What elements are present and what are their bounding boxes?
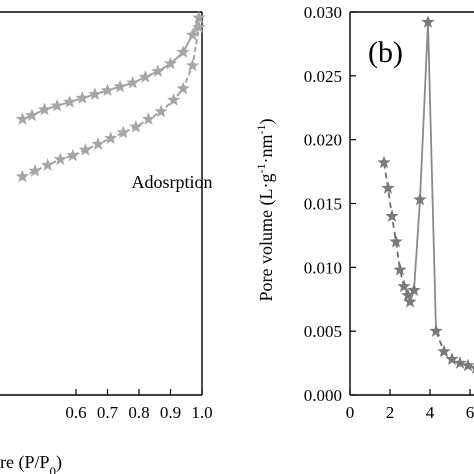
panel-a-star-marker — [66, 148, 80, 162]
panel-a-star-marker — [63, 95, 77, 108]
panel-a-star-marker — [151, 64, 165, 78]
panel-b-star-marker — [445, 352, 459, 365]
panel-a-star-marker — [192, 10, 206, 24]
panel-a-star-marker — [91, 137, 105, 150]
panel-b-y-tick-label: 0.000 — [304, 386, 342, 405]
panel-b-star-marker — [401, 288, 415, 302]
panel-b-star-marker — [407, 283, 421, 296]
adsorption-annotation: Adosrption — [132, 172, 213, 192]
panel-a-x-tick-label: 0.6 — [65, 403, 86, 422]
panel-a-series-line — [22, 17, 200, 121]
panel-a-star-marker — [103, 131, 118, 145]
panel-b-series — [377, 15, 474, 374]
panel-a-star-marker — [40, 158, 55, 171]
panel-b-star-marker — [461, 358, 474, 372]
panel-b-x-tick-label: 0 — [346, 403, 355, 422]
panel-b-star-marker — [393, 262, 407, 276]
panel-a-star-marker — [126, 75, 140, 89]
panel-a-star-marker — [100, 83, 115, 97]
panel-a-star-marker — [185, 27, 200, 41]
panel-b-y-tick-label: 0.025 — [304, 67, 342, 86]
panel-a-star-marker — [192, 20, 206, 33]
panel-a-star-marker — [28, 163, 42, 177]
panel-a-star-marker — [138, 70, 152, 83]
panel-b-x-tick-label: 6 — [466, 403, 474, 422]
panel-a-x-tick-label: 0.7 — [97, 403, 119, 422]
panel-a-star-marker — [185, 58, 200, 72]
panel-a-star-marker — [15, 169, 30, 183]
panel-a-star-marker — [141, 112, 156, 125]
panel-b-y-tick-label: 0.030 — [304, 3, 342, 22]
panel-b-star-marker — [385, 209, 399, 222]
panel-a-ticks: 0.6 0.7 0.8 0.9 1.0 — [65, 389, 213, 422]
panel-b-star-marker — [389, 234, 403, 248]
panel-a-star-marker — [176, 45, 190, 58]
panel-a-star-marker — [88, 87, 102, 101]
panel-b-star-marker — [403, 294, 417, 308]
panel-b-y-tick-label: 0.020 — [304, 131, 342, 150]
panel-a-star-marker — [53, 152, 67, 166]
panel-b-x-tick-label: 2 — [386, 403, 395, 422]
panel-a-star-marker — [37, 102, 52, 116]
panel-b-star-marker — [413, 192, 427, 206]
panel-a-star-marker — [163, 56, 178, 70]
panel-a-star-marker — [154, 104, 168, 118]
panel-a-star-marker — [25, 108, 39, 122]
panel-b-y-tick-label: 0.005 — [304, 322, 342, 341]
panel-b-x-tick-label: 4 — [426, 403, 435, 422]
panel-b-y-label: Pore volume (L·g-1·nm-1) — [254, 119, 277, 302]
panel-a-star-marker — [75, 91, 89, 104]
panel-b-star-marker — [381, 181, 395, 194]
panel-a-x-tick-label: 0.9 — [160, 403, 181, 422]
panel-a-star-marker — [166, 93, 181, 106]
panel-b-star-marker — [429, 324, 443, 337]
panel-b-ticks: 0.000 0.005 0.010 0.015 0.020 0.025 0.030 0 2 4 6 — [304, 3, 474, 422]
panel-a-x-label: re (P/P0) — [0, 452, 62, 474]
panel-b-star-marker — [469, 365, 474, 374]
panel-b-star-marker — [453, 356, 467, 369]
panel-b-star-marker — [377, 155, 391, 169]
panel-b-star-marker — [421, 15, 435, 28]
panel-a-star-marker — [78, 142, 93, 156]
panel-a-series-line — [22, 27, 200, 178]
panel-a-star-marker — [50, 98, 64, 112]
panel-a-x-tick-label: 0.8 — [128, 403, 149, 422]
panel-a-star-marker — [116, 125, 130, 139]
panel-b-label: (b) — [368, 36, 403, 69]
panel-b-y-tick-label: 0.015 — [304, 195, 342, 214]
panel-a-star-marker — [176, 81, 190, 95]
panel-a-star-marker — [129, 119, 143, 133]
panel-b-star-marker — [437, 344, 451, 358]
panel-b-y-tick-label: 0.010 — [304, 258, 342, 277]
panel-a-x-tick-label: 1.0 — [191, 403, 212, 422]
panel-a: 0.6 0.7 0.8 0.9 1.0 Adosrption re (P/P0) — [0, 10, 213, 474]
panel-b-star-marker — [397, 279, 411, 293]
panel-a-star-marker — [15, 112, 30, 125]
panel-a-star-marker — [113, 79, 127, 93]
panel-a-series — [15, 10, 206, 183]
